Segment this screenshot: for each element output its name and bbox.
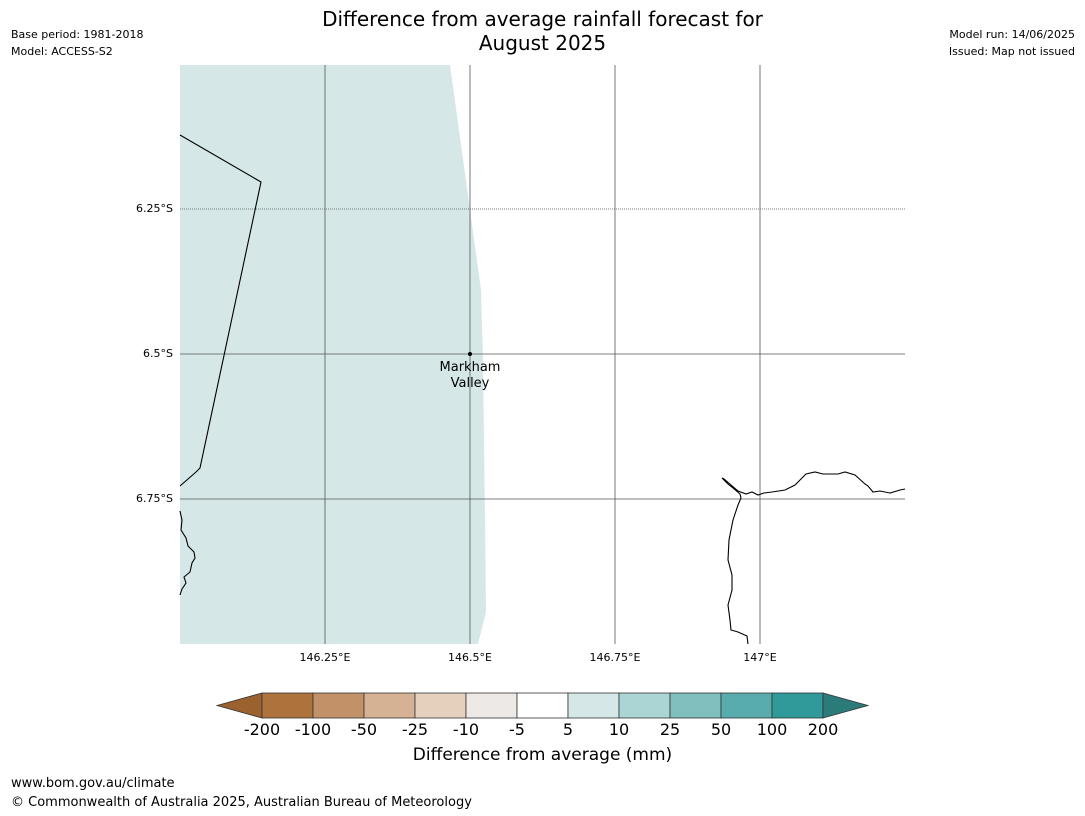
gridlines <box>180 65 905 644</box>
lat-label-6-5: 6.5°S <box>143 347 173 360</box>
lat-label-6-75: 6.75°S <box>136 492 173 505</box>
colorbar-swatch <box>261 692 314 719</box>
forecast-shaded-region <box>180 65 486 644</box>
colorbar-swatch <box>414 692 467 719</box>
lon-label-147: 147°E <box>743 651 777 664</box>
colorbar-swatch <box>312 692 365 719</box>
colorbar-tick: -25 <box>401 720 429 739</box>
coastline-huon-gulf <box>721 471 906 645</box>
title-line-1: Difference from average rainfall forecas… <box>322 7 763 31</box>
colorbar-swatch <box>465 692 518 719</box>
lat-label-6-25: 6.25°S <box>136 202 173 215</box>
page-title: Difference from average rainfall forecas… <box>240 7 845 55</box>
lon-label-146-5: 146.5°E <box>448 651 492 664</box>
colorbar-tick: 25 <box>659 720 681 739</box>
colorbar-swatch <box>516 692 569 719</box>
footer-copyright: © Commonwealth of Australia 2025, Austra… <box>11 795 472 810</box>
colorbar-tick: -50 <box>350 720 378 739</box>
place-label-line-2: Valley <box>450 376 490 391</box>
coastlines <box>179 134 906 645</box>
colorbar-tick: 200 <box>807 720 839 739</box>
place-marker <box>468 352 472 356</box>
coastline-west <box>179 510 196 596</box>
lon-label-146-75: 146.75°E <box>589 651 641 664</box>
base-period-text: Base period: 1981-2018 <box>11 28 144 41</box>
colorbar-swatch <box>363 692 416 719</box>
colorbar-swatch <box>771 692 824 719</box>
colorbar-swatch <box>567 692 620 719</box>
colorbar-tick: -5 <box>509 720 525 739</box>
model-text: Model: ACCESS-S2 <box>11 45 113 58</box>
colorbar-swatch <box>669 692 722 719</box>
place-label: Markham Valley <box>420 360 520 392</box>
colorbar-tick: 10 <box>608 720 630 739</box>
colorbar-extend-high <box>822 692 870 719</box>
colorbar-tick: 5 <box>562 720 574 739</box>
meta-left: Base period: 1981-2018 Model: ACCESS-S2 <box>11 26 143 60</box>
colorbar-tick: 50 <box>710 720 732 739</box>
colorbar-extend-low <box>215 692 263 719</box>
footer-url[interactable]: www.bom.gov.au/climate <box>11 776 175 791</box>
colorbar-tick: -100 <box>294 720 332 739</box>
colorbar-tick: -200 <box>243 720 281 739</box>
colorbar-title: Difference from average (mm) <box>412 745 673 765</box>
colorbar-swatch <box>618 692 671 719</box>
title-line-2: August 2025 <box>478 31 607 55</box>
colorbar-swatch <box>720 692 773 719</box>
colorbar-tick: 100 <box>756 720 788 739</box>
colorbar <box>215 692 870 719</box>
issued-text: Issued: Map not issued <box>948 45 1075 58</box>
provincial-border-line <box>179 134 262 487</box>
meta-right: Model run: 14/06/2025 Issued: Map not is… <box>949 26 1075 60</box>
colorbar-tick: -10 <box>452 720 480 739</box>
lon-label-146-25: 146.25°E <box>299 651 351 664</box>
place-label-line-1: Markham <box>439 360 501 375</box>
model-run-text: Model run: 14/06/2025 <box>949 28 1075 41</box>
